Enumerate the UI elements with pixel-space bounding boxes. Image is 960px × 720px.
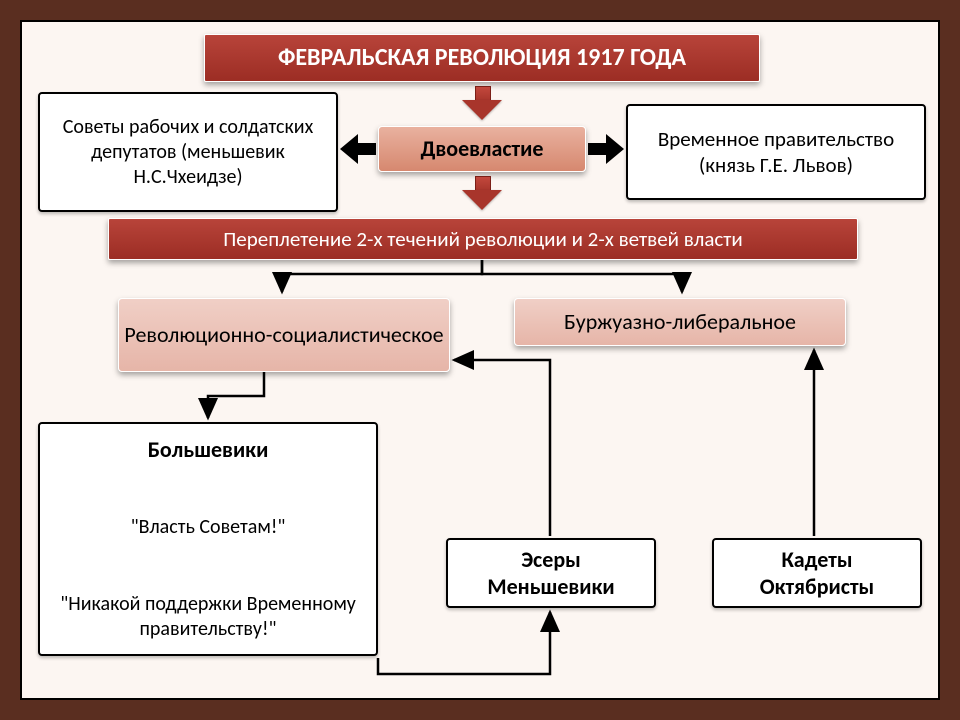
title-box: ФЕВРАЛЬСКАЯ РЕВОЛЮЦИЯ 1917 ГОДА [204,34,760,82]
kadets-text: Кадеты Октябристы [722,546,912,601]
bolsheviks-slogan1: "Власть Советам!" [131,515,286,540]
left-authority-box: Советы рабочих и солдатских депутатов (м… [38,92,338,212]
arrow-down-1 [462,86,502,120]
arrow-right-black [588,140,624,158]
branch-right-box: Буржуазно-либеральное [514,298,846,346]
branch-left-text: Революционно-социалистическое [124,321,443,349]
sr-box: Эсеры Меньшевики [446,538,656,608]
arrow-down-2 [462,176,502,210]
left-authority-text: Советы рабочих и солдатских депутатов (м… [48,115,328,190]
title-text: ФЕВРАЛЬСКАЯ РЕВОЛЮЦИЯ 1917 ГОДА [278,43,686,73]
diagram-panel: ФЕВРАЛЬСКАЯ РЕВОЛЮЦИЯ 1917 ГОДА Советы р… [20,20,940,700]
bolsheviks-slogan2: "Никакой поддержки Временному правительс… [50,592,366,642]
branch-right-text: Буржуазно-либеральное [564,308,796,336]
kadets-box: Кадеты Октябристы [712,538,922,608]
bar-box: Переплетение 2-х течений революции и 2-х… [108,218,858,260]
center-text: Двоевластие [421,135,544,163]
arrow-left-black [340,140,376,158]
right-authority-text: Временное правительство (князь Г.Е. Льво… [636,126,916,179]
branch-left-box: Революционно-социалистическое [118,298,450,372]
bolsheviks-box: Большевики "Власть Советам!" "Никакой по… [38,422,378,656]
sr-text: Эсеры Меньшевики [456,546,646,601]
right-authority-box: Временное правительство (князь Г.Е. Льво… [626,104,926,200]
center-box: Двоевластие [378,126,586,172]
bar-text: Переплетение 2-х течений революции и 2-х… [223,226,743,252]
bolsheviks-title: Большевики [148,436,269,464]
